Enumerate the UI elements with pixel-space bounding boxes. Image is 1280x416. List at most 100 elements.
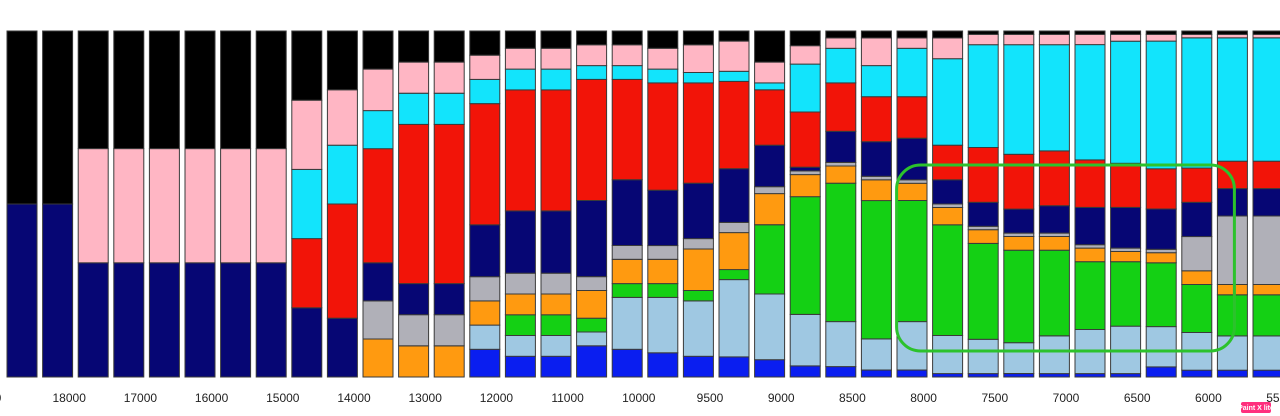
bar-33-segment-lightblue <box>1145 326 1177 368</box>
x-tick-label: 11000 <box>551 391 584 405</box>
bar-8-segment-navy <box>255 262 287 378</box>
bar-9-segment-red <box>291 238 323 309</box>
bar-16-segment-black <box>540 30 572 49</box>
bar-21-segment-red <box>718 80 750 170</box>
bar-11-segment-cyan <box>362 110 394 150</box>
bar-22-segment-navy <box>754 144 786 188</box>
bar-27-segment-green <box>932 224 964 336</box>
bar-25-segment-blue <box>860 369 892 378</box>
bar-11-segment-navy <box>362 262 394 302</box>
bar-30-segment-blue <box>1038 373 1070 378</box>
bar-15-segment-lightblue <box>504 335 536 357</box>
bar-31-segment-red <box>1074 159 1106 208</box>
bar-19-segment-gray <box>647 245 679 260</box>
bar-14-segment-orange <box>469 300 501 326</box>
bar-29-segment-pink <box>1003 33 1035 46</box>
bar-19-segment-cyan <box>647 68 679 84</box>
bar-6-segment-navy <box>184 262 216 378</box>
bar-16-segment-blue <box>540 355 572 378</box>
bar-23-segment-orange <box>789 174 821 198</box>
x-tick-label: 10000 <box>622 391 656 405</box>
bar-35-segment-black <box>1216 30 1248 35</box>
bar-20-segment-blue <box>682 355 714 378</box>
bar-11-segment-gray <box>362 300 394 340</box>
bar-4-segment-pink <box>113 148 145 264</box>
bar-8-segment-black <box>255 30 287 150</box>
bar-12-segment-navy <box>398 283 430 316</box>
bar-19-segment-pink <box>647 47 679 70</box>
bar-7-segment-black <box>220 30 252 150</box>
bar-27-segment-pink <box>932 37 964 60</box>
x-tick-label: 7500 <box>981 391 1008 405</box>
bar-20-segment-red <box>682 82 714 184</box>
bar-21-segment-navy <box>718 168 750 223</box>
bar-32-segment-navy <box>1110 206 1142 249</box>
bar-33-segment-orange <box>1145 252 1177 264</box>
bar-29-segment-gray <box>1003 232 1035 238</box>
bar-14-segment-lightblue <box>469 324 501 350</box>
bar-22-segment-lightblue <box>754 293 786 361</box>
bar-28-segment-blue <box>967 373 999 378</box>
bar-31-segment-pink <box>1074 33 1106 46</box>
bar-28-segment-cyan <box>967 44 999 149</box>
bar-20-segment-cyan <box>682 72 714 84</box>
bar-9-segment-pink <box>291 99 323 170</box>
bar-17-segment-orange <box>576 290 608 319</box>
bar-13-segment-pink <box>433 61 465 94</box>
bar-13-segment-navy <box>433 283 465 316</box>
bar-30-segment-pink <box>1038 33 1070 46</box>
bar-18-segment-orange <box>611 258 643 285</box>
x-tick-label: 9500 <box>697 391 724 405</box>
x-tick-label: 13000 <box>409 391 443 405</box>
app-watermark-badge: Paint X lite <box>1238 402 1274 413</box>
bar-35-segment-blue <box>1216 369 1248 378</box>
bar-21-segment-pink <box>718 40 750 72</box>
bar-28-segment-lightblue <box>967 338 999 375</box>
bar-14-segment-blue <box>469 348 501 378</box>
bar-36-segment-navy <box>1252 188 1280 217</box>
bar-35-segment-lightblue <box>1216 335 1248 371</box>
bar-33-segment-red <box>1145 168 1177 210</box>
bar-30-segment-cyan <box>1038 44 1070 152</box>
bar-18-segment-navy <box>611 179 643 246</box>
bar-24-segment-black <box>825 30 857 39</box>
bar-8-segment-pink <box>255 148 287 264</box>
bar-29-segment-red <box>1003 153 1035 210</box>
bar-20-segment-lightblue <box>682 300 714 357</box>
bar-21-segment-orange <box>718 232 750 271</box>
bar-27-segment-black <box>932 30 964 39</box>
bar-33-segment-blue <box>1145 366 1177 378</box>
bar-27-segment-gray <box>932 203 964 208</box>
bar-15-segment-orange <box>504 293 536 316</box>
bar-31-segment-green <box>1074 261 1106 331</box>
bar-23-segment-gray <box>789 170 821 176</box>
bar-36-segment-lightblue <box>1252 335 1280 371</box>
green-highlight-box <box>895 163 1236 353</box>
bar-4-segment-navy <box>113 262 145 378</box>
bar-22-segment-black <box>754 30 786 63</box>
bar-20-segment-black <box>682 30 714 46</box>
bar-19-segment-red <box>647 82 679 191</box>
bar-24-segment-blue <box>825 366 857 378</box>
bar-18-segment-lightblue <box>611 296 643 350</box>
bar-13-segment-black <box>433 30 465 63</box>
bar-18-segment-black <box>611 30 643 46</box>
bar-24-segment-green <box>825 182 857 323</box>
bar-32-segment-black <box>1110 30 1142 35</box>
bar-36-segment-green <box>1252 294 1280 337</box>
bar-26-segment-lightblue <box>896 321 928 371</box>
bar-18-segment-gray <box>611 245 643 260</box>
bar-30-segment-black <box>1038 30 1070 35</box>
bar-23-segment-blue <box>789 365 821 378</box>
bar-15-segment-black <box>504 30 536 49</box>
bar-35-segment-cyan <box>1216 37 1248 162</box>
bar-14-segment-gray <box>469 276 501 302</box>
bar-22-segment-gray <box>754 186 786 195</box>
bar-27-segment-navy <box>932 179 964 205</box>
bar-23-segment-pink <box>789 45 821 65</box>
bar-28-segment-navy <box>967 201 999 227</box>
bar-5-segment-pink <box>148 148 180 264</box>
bar-6-segment-black <box>184 30 216 150</box>
bar-25-segment-black <box>860 30 892 39</box>
bar-22-segment-pink <box>754 61 786 84</box>
